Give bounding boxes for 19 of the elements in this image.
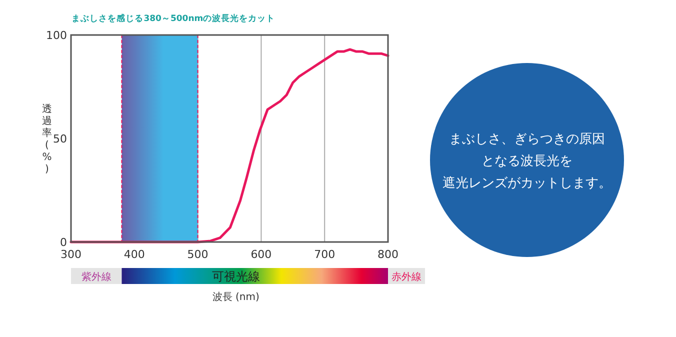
y-tick-label: 50 xyxy=(53,132,67,146)
text: 紫外線 xyxy=(81,270,112,283)
text: 赤外線 xyxy=(392,270,422,283)
y-axis-title: 透過率(%) xyxy=(42,103,52,175)
x-tick-label: 400 xyxy=(124,248,145,261)
x-tick-label: 700 xyxy=(314,248,336,261)
x-tick-label: 600 xyxy=(250,248,272,261)
text: 可視光線 xyxy=(212,270,260,284)
y-tick-label: 100 xyxy=(46,29,67,42)
x-tick-label: 500 xyxy=(187,248,208,261)
x-tick-label: 800 xyxy=(378,248,398,261)
text: となる波長光を xyxy=(482,154,572,169)
text: まぶしさ、ぎらつきの原因 xyxy=(449,132,605,147)
y-tick-label: 0 xyxy=(60,236,67,249)
x-tick-label: 300 xyxy=(60,248,82,261)
line-series xyxy=(70,48,390,244)
x-axis-title: 波長 (nm) xyxy=(212,291,260,303)
text: 遮光レンズがカットします。 xyxy=(442,176,612,191)
band-label: まぶしさを感じる380～500nmの波長光をカット xyxy=(72,13,276,24)
